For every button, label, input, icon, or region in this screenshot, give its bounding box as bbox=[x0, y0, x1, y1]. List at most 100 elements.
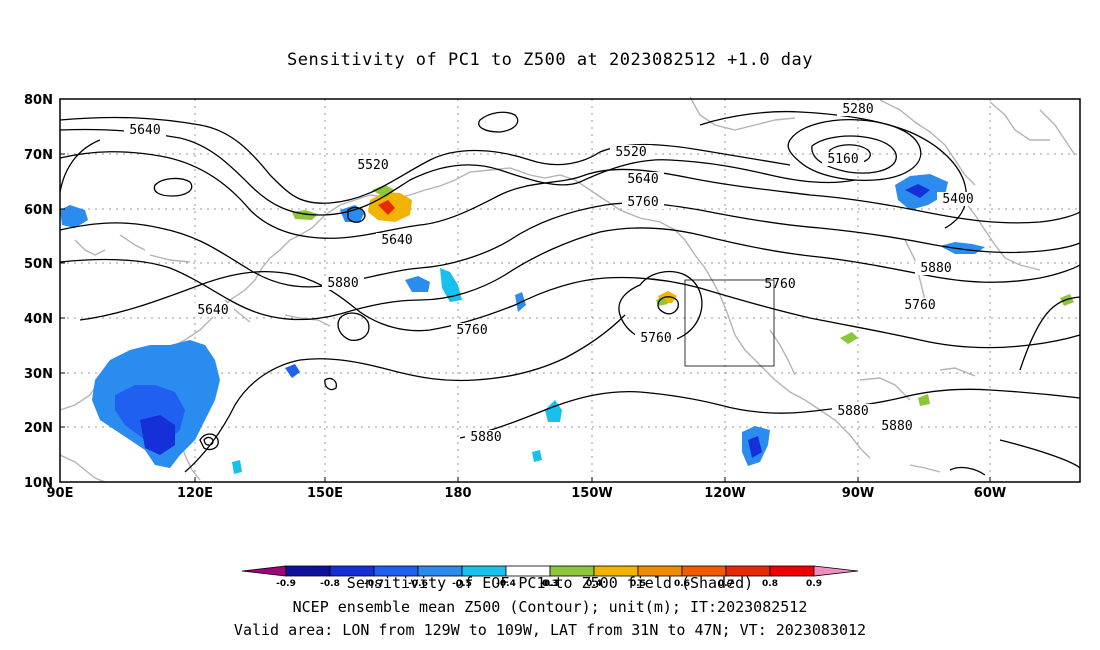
contour-label-bg bbox=[937, 192, 979, 206]
contour-label-bg bbox=[192, 303, 234, 317]
coastline bbox=[119, 234, 146, 251]
lon-label: 150W bbox=[571, 486, 612, 501]
contour-label: 5880 bbox=[920, 261, 951, 276]
contour-caption: NCEP ensemble mean Z500 (Contour); unit(… bbox=[292, 598, 808, 616]
contour-label-bg bbox=[635, 331, 677, 345]
contour-label: 5880 bbox=[327, 276, 358, 291]
sensitivity-patch bbox=[656, 297, 668, 306]
coastline bbox=[939, 367, 976, 377]
sensitivity-patch bbox=[905, 184, 930, 198]
z500-contour bbox=[1019, 296, 1081, 371]
lat-label: 70N bbox=[24, 148, 53, 163]
coastline bbox=[149, 254, 191, 263]
coastline bbox=[604, 199, 871, 459]
contour-label-bg bbox=[451, 323, 493, 337]
coastline bbox=[1039, 109, 1076, 156]
sensitivity-patch bbox=[140, 415, 175, 455]
contour-label-bg bbox=[376, 233, 418, 247]
coastline bbox=[909, 464, 941, 473]
contour-label-bg bbox=[322, 276, 364, 290]
lat-label: 80N bbox=[24, 93, 53, 108]
z500-contour bbox=[459, 388, 1081, 439]
z500-contour bbox=[184, 314, 626, 473]
z500-contour bbox=[59, 151, 1081, 239]
contour-label: 5880 bbox=[881, 419, 912, 434]
sensitivity-patch bbox=[405, 276, 430, 292]
z500-contour bbox=[59, 202, 1081, 288]
z500-contour bbox=[59, 227, 1081, 321]
contour-label-bg bbox=[832, 404, 874, 418]
colorbar-label: -0.9 bbox=[276, 579, 296, 589]
z500-contour bbox=[79, 270, 1081, 349]
coastline bbox=[879, 99, 976, 186]
contour-label-bg bbox=[622, 195, 664, 209]
z500-contour bbox=[811, 135, 897, 174]
colorbar-label: -0.8 bbox=[320, 579, 340, 589]
z500-contour bbox=[657, 296, 679, 315]
coastline bbox=[769, 329, 796, 376]
lat-label: 20N bbox=[24, 421, 53, 436]
lat-label: 10N bbox=[24, 476, 53, 491]
colorbar-label: -0.7 bbox=[364, 579, 384, 589]
sensitivity-patch bbox=[918, 394, 930, 406]
z500-contour bbox=[478, 111, 519, 133]
lon-label: 90E bbox=[47, 486, 74, 501]
sensitivity-patch bbox=[340, 205, 365, 222]
lat-label: 40N bbox=[24, 312, 53, 327]
contour-label: 5640 bbox=[197, 303, 228, 318]
z500-contour bbox=[999, 439, 1081, 469]
lat-label: 50N bbox=[24, 257, 53, 272]
contour-label-bg bbox=[899, 298, 941, 312]
contour-label-bg bbox=[915, 261, 957, 275]
colorbar-label: 0.3 bbox=[542, 579, 558, 589]
contour-label-bg bbox=[352, 158, 394, 172]
lon-label: 180 bbox=[444, 486, 471, 501]
colorbar-caption: Sensitivity of EOF PC1 to Z500 field (Sh… bbox=[346, 574, 754, 592]
plot-area bbox=[60, 99, 1080, 482]
lon-label: 150E bbox=[307, 486, 343, 501]
valid-area-caption: Valid area: LON from 129W to 109W, LAT f… bbox=[233, 621, 867, 639]
z500-contour bbox=[949, 466, 986, 476]
colorbar-swatch bbox=[813, 565, 859, 577]
contour-label: 5760 bbox=[627, 195, 658, 210]
map-title: Sensitivity of PC1 to Z500 at 2023082512… bbox=[286, 50, 813, 70]
colorbar-label: 0.5 bbox=[630, 579, 646, 589]
sensitivity-patch bbox=[60, 205, 88, 228]
contour-label: 5760 bbox=[640, 331, 671, 346]
contour-label: 5880 bbox=[470, 430, 501, 445]
coastline bbox=[454, 167, 606, 201]
contour-label-bg bbox=[759, 277, 801, 291]
contour-label: 5520 bbox=[357, 158, 388, 173]
sensitivity-patch bbox=[748, 436, 762, 458]
lat-label: 30N bbox=[24, 367, 53, 382]
z500-contour bbox=[199, 433, 219, 451]
contour-label: 5400 bbox=[942, 192, 973, 207]
colorbar-label: -0.4 bbox=[496, 579, 516, 589]
contour-label-bg bbox=[822, 152, 864, 166]
contour-label-bg bbox=[124, 123, 166, 137]
coastline bbox=[59, 454, 106, 483]
coastline bbox=[74, 239, 106, 256]
lat-label: 60N bbox=[24, 203, 53, 218]
colorbar-label: 0.6 bbox=[674, 579, 690, 589]
z500-contour bbox=[347, 206, 366, 223]
sensitivity-patch bbox=[532, 450, 542, 462]
contour-label: 5160 bbox=[827, 152, 858, 167]
contour-label-bg bbox=[610, 145, 652, 159]
sensitivity-patch bbox=[372, 185, 395, 198]
contour-label-bg bbox=[622, 172, 664, 186]
colorbar-label: 0.8 bbox=[762, 579, 778, 589]
colorbar-label: -0.5 bbox=[452, 579, 472, 589]
contour-label: 5640 bbox=[129, 123, 160, 138]
z500-contour bbox=[618, 271, 703, 343]
z500-contour bbox=[787, 119, 922, 181]
colorbar-label: 0.7 bbox=[718, 579, 734, 589]
z500-contour bbox=[203, 436, 214, 446]
plot-frame bbox=[59, 98, 1081, 483]
contour-label: 5880 bbox=[837, 404, 868, 419]
coastline bbox=[959, 194, 1041, 271]
contour-label: 5760 bbox=[904, 298, 935, 313]
colorbar-label: 0.9 bbox=[806, 579, 822, 589]
contour-label: 5280 bbox=[842, 102, 873, 117]
